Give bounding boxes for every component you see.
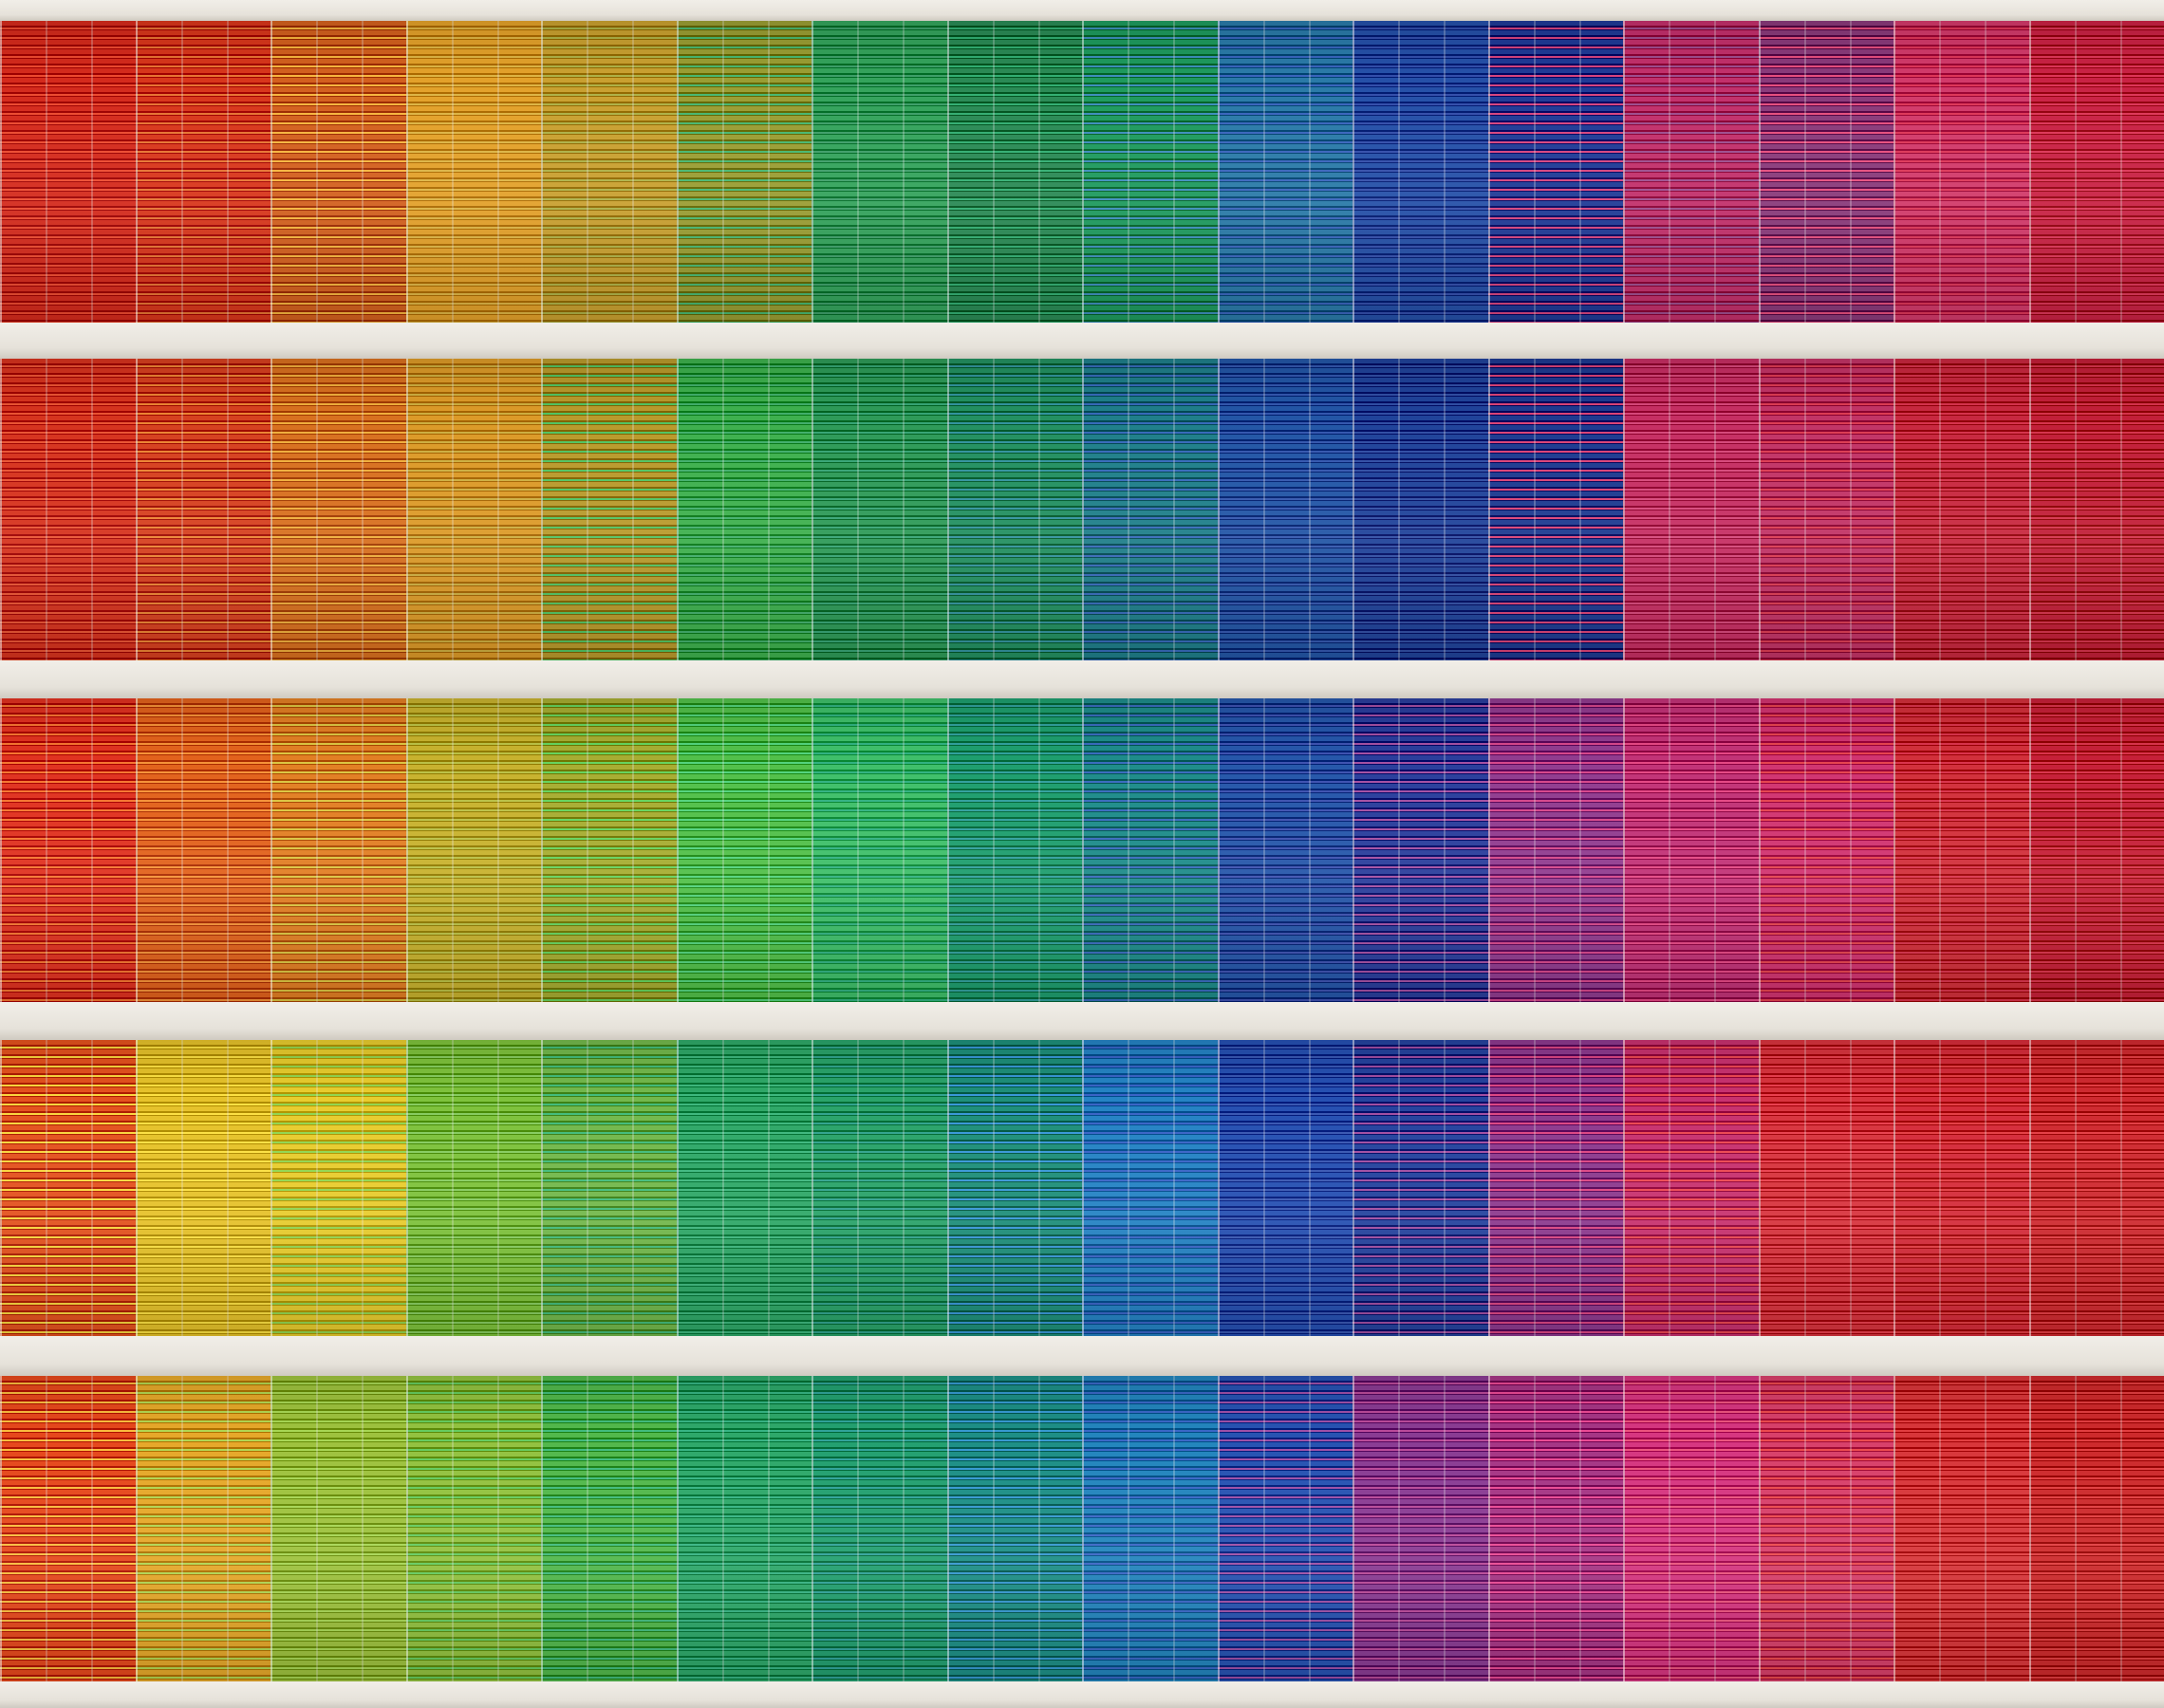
- blind-panel: [0, 698, 136, 1002]
- blind-panel: [1082, 1376, 1218, 1681]
- blind-panel: [270, 21, 406, 323]
- blind-panel: [135, 1040, 270, 1336]
- blind-panel: [812, 1040, 947, 1336]
- blind-panel: [1352, 21, 1488, 323]
- blind-panel: [1352, 698, 1488, 1002]
- blind-panel: [405, 359, 541, 660]
- slab-3: [0, 1002, 2164, 1040]
- blind-panel: [676, 1040, 812, 1336]
- blind-panel: [135, 21, 270, 323]
- blind-panel: [1758, 359, 1894, 660]
- blind-panel: [1758, 1040, 1894, 1336]
- blind-panel: [405, 1376, 541, 1681]
- blind-panel: [541, 359, 677, 660]
- floor-4: [0, 1040, 2164, 1336]
- floor-1: [0, 21, 2164, 323]
- slab-2: [0, 660, 2164, 698]
- floor-5: [0, 1376, 2164, 1681]
- blind-panel: [1623, 1040, 1759, 1336]
- blind-panel: [541, 1376, 677, 1681]
- blind-panel: [1487, 1040, 1623, 1336]
- blind-panel: [946, 698, 1082, 1002]
- blind-panel: [1758, 21, 1894, 323]
- blind-panel: [676, 21, 812, 323]
- blind-panel: [1082, 359, 1218, 660]
- slab-top: [0, 0, 2164, 21]
- blind-panel: [676, 1376, 812, 1681]
- slab-1: [0, 323, 2164, 359]
- blind-panel: [270, 698, 406, 1002]
- blind-panel: [1217, 21, 1352, 323]
- blind-panel: [1217, 359, 1352, 660]
- blind-panel: [135, 359, 270, 660]
- blind-panel: [1623, 359, 1759, 660]
- blind-panel: [1217, 1040, 1352, 1336]
- blind-panel: [135, 698, 270, 1002]
- blind-panel: [1082, 1040, 1218, 1336]
- blind-panel: [812, 21, 947, 323]
- blind-panel: [2028, 359, 2164, 660]
- blind-panel: [1758, 698, 1894, 1002]
- blind-panel: [812, 359, 947, 660]
- blind-panel: [1487, 698, 1623, 1002]
- blind-panel: [676, 359, 812, 660]
- blind-panel: [1487, 1376, 1623, 1681]
- blind-panel: [812, 698, 947, 1002]
- blind-panel: [1352, 359, 1488, 660]
- blind-panel: [1894, 1376, 2029, 1681]
- blind-panel: [1217, 698, 1352, 1002]
- blind-panel: [270, 1376, 406, 1681]
- blind-panel: [2028, 698, 2164, 1002]
- blind-panel: [270, 1040, 406, 1336]
- blind-panel: [1217, 1376, 1352, 1681]
- blind-panel: [1487, 359, 1623, 660]
- slab-4: [0, 1336, 2164, 1376]
- blind-panel: [0, 21, 136, 323]
- blind-panel: [1487, 21, 1623, 323]
- blind-panel: [946, 21, 1082, 323]
- blind-panel: [2028, 1376, 2164, 1681]
- blind-panel: [946, 1376, 1082, 1681]
- blind-panel: [1352, 1376, 1488, 1681]
- blind-panel: [1082, 21, 1218, 323]
- blind-panel: [1082, 698, 1218, 1002]
- blind-panel: [405, 21, 541, 323]
- blind-panel: [0, 1040, 136, 1336]
- blind-panel: [1894, 21, 2029, 323]
- floor-3: [0, 698, 2164, 1002]
- blind-panel: [405, 1040, 541, 1336]
- blind-panel: [946, 359, 1082, 660]
- blind-panel: [1894, 698, 2029, 1002]
- blind-panel: [1894, 1040, 2029, 1336]
- blind-panel: [676, 698, 812, 1002]
- blind-panel: [2028, 21, 2164, 323]
- blind-panel: [1894, 359, 2029, 660]
- blind-panel: [1623, 698, 1759, 1002]
- slab-bottom: [0, 1681, 2164, 1708]
- blind-panel: [541, 698, 677, 1002]
- blind-panel: [541, 1040, 677, 1336]
- floor-2: [0, 359, 2164, 660]
- blind-panel: [1352, 1040, 1488, 1336]
- blind-panel: [0, 359, 136, 660]
- blind-panel: [812, 1376, 947, 1681]
- blind-panel: [405, 698, 541, 1002]
- blind-panel: [541, 21, 677, 323]
- blind-panel: [135, 1376, 270, 1681]
- blind-panel: [946, 1040, 1082, 1336]
- blind-panel: [2028, 1040, 2164, 1336]
- blind-panel: [1623, 21, 1759, 323]
- blind-panel: [1758, 1376, 1894, 1681]
- blind-panel: [0, 1376, 136, 1681]
- blind-panel: [1623, 1376, 1759, 1681]
- blind-panel: [270, 359, 406, 660]
